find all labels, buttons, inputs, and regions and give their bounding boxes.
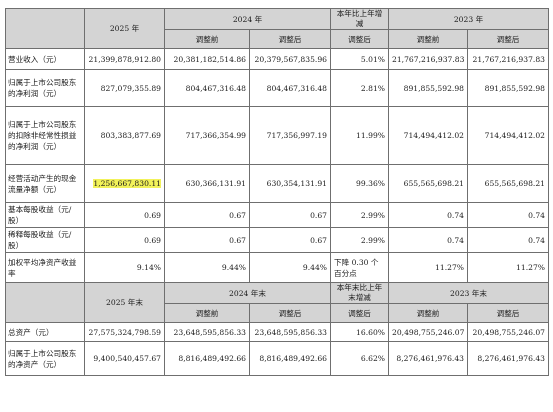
- cell-2024-before: 23,648,595,856.33: [164, 322, 250, 342]
- sub2-2023-before: 调整前: [388, 303, 468, 323]
- row-label: 经营活动产生的现金流量净额（元）: [5, 164, 85, 203]
- cell-2024-after: 717,356,997.19: [249, 106, 331, 165]
- cell-2023-after: 0.74: [467, 227, 549, 253]
- cell-2025: 803,383,877.69: [84, 106, 165, 165]
- cell-2023-before: 11.27%: [388, 252, 468, 283]
- header2-corner: [5, 282, 85, 323]
- sub2-2024-after: 调整后: [249, 303, 331, 323]
- cell-2023-before: 21,767,216,937.83: [388, 48, 468, 70]
- cell-change: 2.81%: [330, 69, 389, 107]
- cell-2023-after: 11.27%: [467, 252, 549, 283]
- sub-2023-before: 调整前: [388, 29, 468, 49]
- row-label: 归属于上市公司股东的净资产（元）: [5, 341, 85, 376]
- table-row: 归属于上市公司股东的净利润（元） 827,079,355.89 804,467,…: [5, 69, 549, 107]
- header-2023: 2023 年: [388, 8, 549, 30]
- table-row: 归属于上市公司股东的扣除非经常性损益的净利润（元） 803,383,877.69…: [5, 106, 549, 165]
- cell-2024-after: 804,467,316.48: [249, 69, 331, 107]
- table-row: 基本每股收益（元/股） 0.69 0.67 0.67 2.99% 0.74 0.…: [5, 202, 549, 228]
- cell-2023-before: 0.74: [388, 227, 468, 253]
- cell-2024-before: 0.67: [164, 227, 250, 253]
- header2-2024: 2024 年末: [164, 282, 331, 304]
- cell-2023-after: 891,855,592.98: [467, 69, 549, 107]
- header2-2023: 2023 年末: [388, 282, 549, 304]
- cell-2023-before: 655,565,698.21: [388, 164, 468, 203]
- cell-2025: 0.69: [84, 227, 165, 253]
- cell-2024-before: 9.44%: [164, 252, 250, 283]
- cell-2025: 27,575,324,798.59: [84, 322, 165, 342]
- cell-2023-before: 20,498,755,246.07: [388, 322, 468, 342]
- cell-2024-after: 9.44%: [249, 252, 331, 283]
- cell-change: 2.99%: [330, 227, 389, 253]
- row-label: 总资产（元）: [5, 322, 85, 342]
- cell-change: 11.99%: [330, 106, 389, 165]
- sub-change-after: 调整后: [330, 29, 389, 49]
- cell-2024-after: 0.67: [249, 202, 331, 228]
- cell-2024-after: 20,379,567,835.96: [249, 48, 331, 70]
- header-corner: [5, 8, 85, 49]
- cell-change: 99.36%: [330, 164, 389, 203]
- cell-2024-after: 23,648,595,856.33: [249, 322, 331, 342]
- sub-2024-after: 调整后: [249, 29, 331, 49]
- header-2025: 2025 年: [84, 8, 165, 49]
- cell-2025: 827,079,355.89: [84, 69, 165, 107]
- sub2-2024-before: 调整前: [164, 303, 250, 323]
- cell-2024-after: 8,816,489,492.66: [249, 341, 331, 376]
- table-row: 经营活动产生的现金流量净额（元） 1,256,667,830.11 630,36…: [5, 164, 549, 203]
- header2-2025: 2025 年末: [84, 282, 165, 323]
- cell-change: 16.60%: [330, 322, 389, 342]
- sub-2023-after: 调整后: [467, 29, 549, 49]
- cell-2023-after: 8,276,461,976.43: [467, 341, 549, 376]
- table-row: 稀释每股收益（元/股） 0.69 0.67 0.67 2.99% 0.74 0.…: [5, 227, 549, 253]
- sub-2024-before: 调整前: [164, 29, 250, 49]
- cell-2025: 9,400,540,457.67: [84, 341, 165, 376]
- cell-change: 6.62%: [330, 341, 389, 376]
- header-change: 本年比上年增减: [330, 8, 389, 30]
- cell-2024-before: 20,381,182,514.86: [164, 48, 250, 70]
- row-label: 基本每股收益（元/股）: [5, 202, 85, 228]
- cell-2023-after: 21,767,216,937.83: [467, 48, 549, 70]
- cell-2024-after: 0.67: [249, 227, 331, 253]
- header2-change: 本年末比上年末增减: [330, 282, 389, 304]
- row-label: 加权平均净资产收益率: [5, 252, 85, 283]
- cell-2025: 0.69: [84, 202, 165, 228]
- sub2-change-after: 调整后: [330, 303, 389, 323]
- cell-2024-before: 630,366,131.91: [164, 164, 250, 203]
- row-label: 归属于上市公司股东的净利润（元）: [5, 69, 85, 107]
- table-row: 总资产（元） 27,575,324,798.59 23,648,595,856.…: [5, 322, 549, 342]
- cell-2023-before: 891,855,592.98: [388, 69, 468, 107]
- table-row: 归属于上市公司股东的净资产（元） 9,400,540,457.67 8,816,…: [5, 341, 549, 376]
- header-2024: 2024 年: [164, 8, 331, 30]
- table-row: 加权平均净资产收益率 9.14% 9.44% 9.44% 下降 0.30 个百分…: [5, 252, 549, 283]
- cell-change: 2.99%: [330, 202, 389, 228]
- cell-2025: 21,399,878,912.80: [84, 48, 165, 70]
- cell-2023-after: 655,565,698.21: [467, 164, 549, 203]
- cell-2023-before: 0.74: [388, 202, 468, 228]
- cell-2023-before: 8,276,461,976.43: [388, 341, 468, 376]
- sub2-2023-after: 调整后: [467, 303, 549, 323]
- cell-2024-before: 8,816,489,492.66: [164, 341, 250, 376]
- financial-data-table: 2025 年 2024 年 本年比上年增减 2023 年 调整前 调整后 调整后…: [5, 8, 549, 376]
- cell-2024-before: 0.67: [164, 202, 250, 228]
- cell-2025: 9.14%: [84, 252, 165, 283]
- cell-change: 下降 0.30 个百分点: [330, 252, 389, 283]
- cell-2025: 1,256,667,830.11: [84, 164, 165, 203]
- highlighted-value: 1,256,667,830.11: [93, 179, 161, 188]
- cell-2024-before: 804,467,316.48: [164, 69, 250, 107]
- cell-2023-after: 20,498,755,246.07: [467, 322, 549, 342]
- cell-2023-before: 714,494,412.02: [388, 106, 468, 165]
- cell-2023-after: 0.74: [467, 202, 549, 228]
- cell-2024-after: 630,354,131.91: [249, 164, 331, 203]
- row-label: 稀释每股收益（元/股）: [5, 227, 85, 253]
- row-label: 营业收入（元）: [5, 48, 85, 70]
- row-label: 归属于上市公司股东的扣除非经常性损益的净利润（元）: [5, 106, 85, 165]
- cell-2024-before: 717,366,354.99: [164, 106, 250, 165]
- cell-2023-after: 714,494,412.02: [467, 106, 549, 165]
- cell-change: 5.01%: [330, 48, 389, 70]
- table-row: 营业收入（元） 21,399,878,912.80 20,381,182,514…: [5, 48, 549, 70]
